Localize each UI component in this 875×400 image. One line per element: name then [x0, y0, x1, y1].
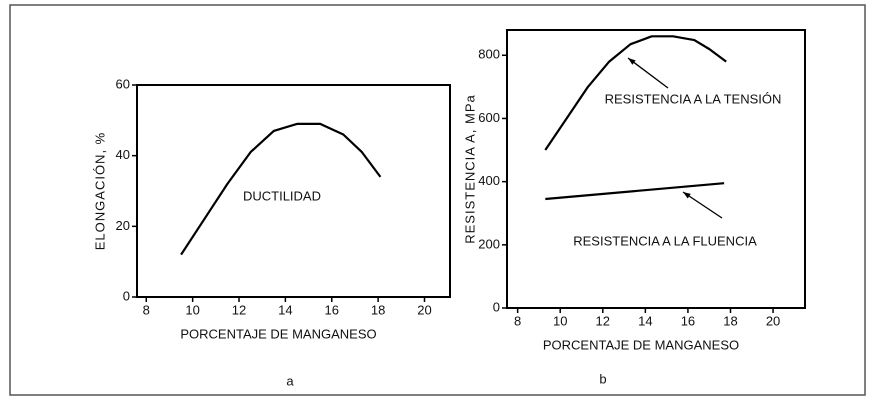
y-tick-label: 600: [478, 110, 500, 125]
data-line: [544, 35, 727, 151]
y-axis-label: RESISTENCIA A, MPa: [462, 94, 477, 244]
y-tick-label: 0: [123, 288, 130, 303]
x-tick-label: 12: [596, 313, 610, 328]
y-tick-label: 20: [116, 218, 130, 233]
x-axis-label: PORCENTAJE DE MANGANESO: [180, 326, 376, 341]
y-tick-label: 200: [478, 236, 500, 251]
x-tick-label: 12: [232, 302, 246, 317]
arrow-head: [628, 58, 636, 65]
x-tick-label: 16: [681, 313, 695, 328]
y-tick-label: 40: [116, 147, 130, 162]
y-axis-label: ELONGACIÓN, %: [92, 132, 107, 250]
plot-frame: [136, 84, 451, 298]
series-label: DUCTILIDAD: [243, 188, 321, 203]
x-tick-label: 8: [143, 302, 150, 317]
panel-caption: b: [599, 371, 606, 386]
x-tick-label: 18: [723, 313, 737, 328]
annotation-arrow: [627, 57, 669, 89]
x-tick-label: 16: [325, 302, 339, 317]
y-tick-label: 800: [478, 47, 500, 62]
y-tick-label: 0: [493, 299, 500, 314]
x-tick-label: 14: [278, 302, 292, 317]
data-line: [180, 122, 382, 256]
annotation-arrow: [682, 191, 723, 219]
x-tick-label: 10: [185, 302, 199, 317]
y-tick-label: 60: [116, 76, 130, 91]
x-tick-label: 18: [371, 302, 385, 317]
x-tick-label: 14: [638, 313, 652, 328]
series-label: RESISTENCIA A LA FLUENCIA: [573, 233, 757, 248]
x-axis-label: PORCENTAJE DE MANGANESO: [543, 337, 739, 352]
x-tick-label: 20: [766, 313, 780, 328]
panel-caption: a: [286, 373, 294, 388]
x-tick-label: 10: [553, 313, 567, 328]
arrow-head: [683, 192, 691, 199]
data-line: [545, 182, 725, 201]
series-label: RESISTENCIA A LA TENSIÓN: [605, 91, 782, 106]
figure-frame: [9, 4, 866, 396]
x-tick-label: 20: [417, 302, 431, 317]
plot-frame: [506, 29, 806, 309]
y-tick-label: 400: [478, 173, 500, 188]
x-tick-label: 8: [514, 313, 521, 328]
